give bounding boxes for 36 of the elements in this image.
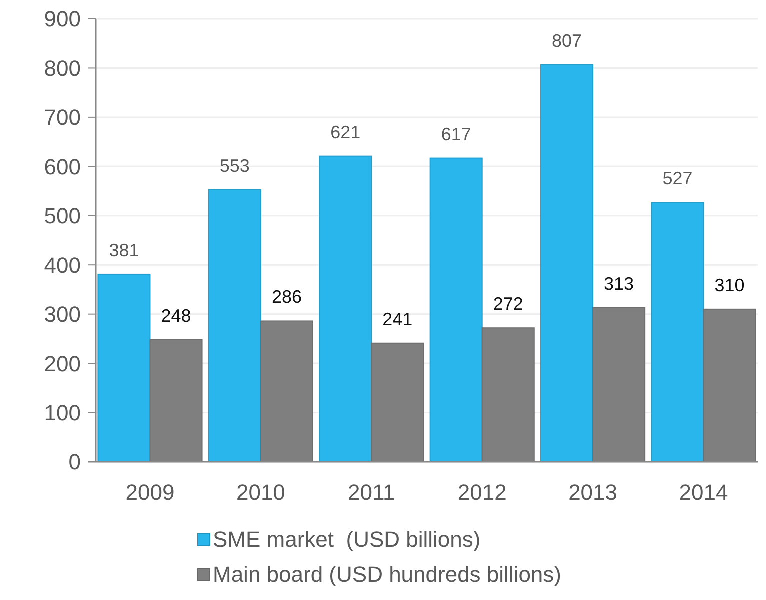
bar <box>319 156 372 462</box>
x-tick-label: 2014 <box>679 480 728 505</box>
legend-label: SME market (USD billions) <box>213 527 481 552</box>
bar <box>540 64 594 462</box>
bar <box>430 158 483 462</box>
data-label: 381 <box>109 240 140 260</box>
data-label: 286 <box>272 287 302 308</box>
x-tick-label: 2010 <box>236 480 286 505</box>
y-tick-label: 300 <box>44 302 81 328</box>
data-label: 807 <box>552 30 582 51</box>
bar <box>651 202 704 462</box>
y-tick-label: 500 <box>44 204 81 229</box>
data-label: 617 <box>441 124 472 144</box>
data-label: 248 <box>161 306 192 326</box>
x-tick-label: 2009 <box>126 480 175 505</box>
data-label: 553 <box>220 156 250 176</box>
y-tick-label: 200 <box>44 351 81 376</box>
x-tick-label: 2011 <box>348 480 396 505</box>
y-tick-label: 400 <box>44 252 81 278</box>
x-tick-label: 2013 <box>568 480 618 505</box>
y-tick-label: 100 <box>44 400 81 426</box>
data-label: 527 <box>662 168 693 189</box>
data-label: 272 <box>493 294 524 314</box>
x-tick-label: 2012 <box>458 480 507 505</box>
y-tick-label: 600 <box>44 154 81 180</box>
data-label: 313 <box>604 274 634 294</box>
y-tick-label: 800 <box>44 56 81 81</box>
bar <box>98 274 151 462</box>
bar <box>208 189 262 462</box>
data-label: 241 <box>382 309 413 330</box>
legend-label: Main board (USD hundreds billions) <box>213 562 562 587</box>
y-tick-label: 0 <box>68 450 81 475</box>
y-tick-label: 900 <box>44 6 81 32</box>
data-label: 310 <box>714 275 745 296</box>
data-label: 621 <box>330 122 361 142</box>
y-tick-label: 700 <box>44 105 81 130</box>
